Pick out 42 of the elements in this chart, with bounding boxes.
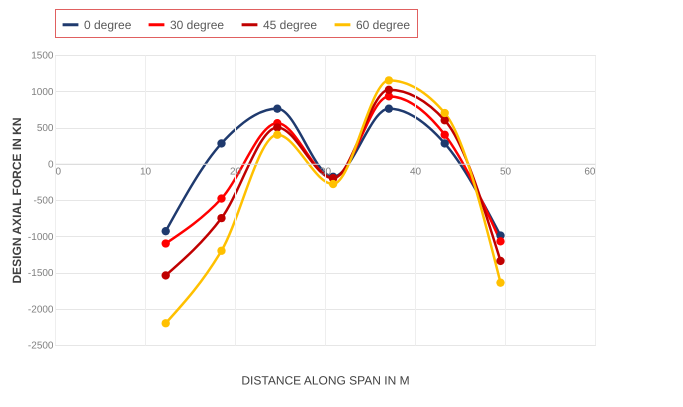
point <box>496 256 505 266</box>
point <box>440 130 449 139</box>
legend-label: 30 degree <box>170 18 224 32</box>
point <box>384 76 394 85</box>
point <box>440 116 449 124</box>
point <box>217 194 226 203</box>
point <box>217 139 226 148</box>
x-tick-label: 10 <box>140 166 152 178</box>
point <box>328 180 338 188</box>
y-tick-label: -2000 <box>28 304 54 316</box>
point <box>496 278 505 287</box>
y-tick-label: -1000 <box>28 232 54 243</box>
y-tick-label: -500 <box>33 196 54 206</box>
y-tick-label: 1000 <box>31 86 54 98</box>
x-tick-label: 50 <box>500 166 512 178</box>
point <box>162 271 170 280</box>
point <box>440 108 449 118</box>
point <box>273 123 282 132</box>
y-tick-label: 1500 <box>31 50 54 62</box>
point <box>384 104 394 113</box>
x-tick-label: 40 <box>410 166 422 178</box>
point <box>162 239 170 248</box>
legend-label: 60 degree <box>356 18 410 32</box>
y-tick-label: -2500 <box>28 340 54 352</box>
y-tick-label: -1500 <box>28 268 54 279</box>
point <box>273 104 282 113</box>
point <box>273 130 282 139</box>
x-axis-title: DISTANCE ALONG SPAN IN M <box>241 374 410 388</box>
y-tick-label: 500 <box>36 123 54 134</box>
point <box>162 319 170 328</box>
x-tick-label: 0 <box>56 166 62 178</box>
point <box>384 86 394 94</box>
x-tick-label: 60 <box>584 166 596 178</box>
legend-label: 45 degree <box>263 18 318 32</box>
y-tick-label: 0 <box>48 159 54 170</box>
point <box>162 227 170 236</box>
point <box>217 246 226 255</box>
y-axis-title: DESIGN AXIAL FORCE IN KN <box>10 117 24 284</box>
legend-label: 0 degree <box>84 18 132 32</box>
point <box>496 237 505 246</box>
point <box>440 139 449 148</box>
point <box>217 214 226 222</box>
